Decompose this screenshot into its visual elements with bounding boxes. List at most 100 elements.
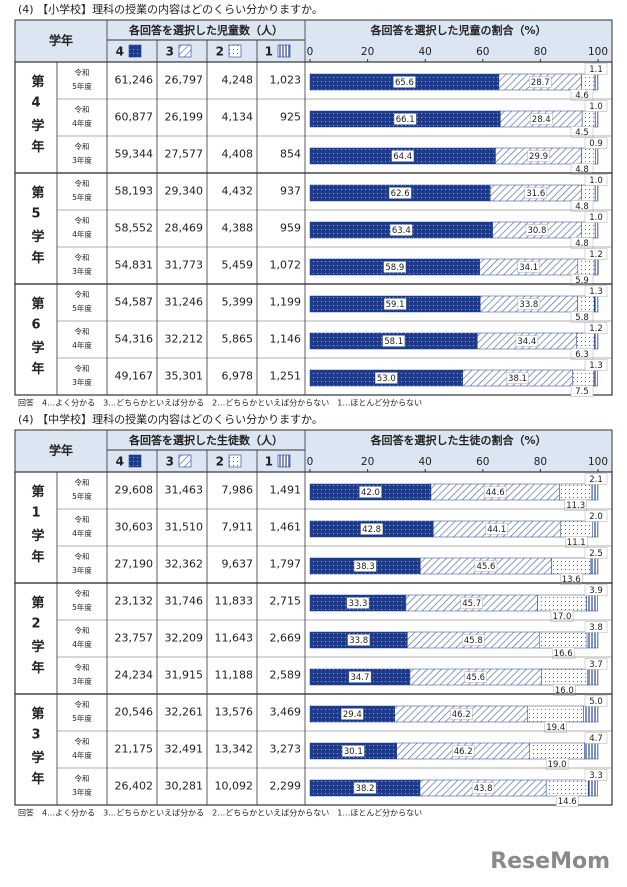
count: 959 <box>280 222 301 235</box>
label-box <box>584 100 608 112</box>
answer-label: 4 <box>116 45 124 59</box>
value-label: 38.2 <box>356 784 375 794</box>
value-label: 11.3 <box>566 501 585 511</box>
value-label: 1.0 <box>589 102 603 112</box>
count: 26,199 <box>165 111 204 124</box>
value-label: 64.4 <box>393 152 412 162</box>
year: 5年度 <box>72 602 92 612</box>
bar-segment <box>581 147 596 165</box>
bar-segment <box>572 369 595 387</box>
value-label: 34.1 <box>519 263 538 273</box>
count: 1,146 <box>270 333 302 346</box>
label-box <box>527 150 550 162</box>
section-title: (4) 【中学校】理科の授業の内容はどのくらい分かりますか。 <box>18 412 323 426</box>
count: 20,546 <box>115 706 154 719</box>
x-tick-label: 40 <box>419 46 432 58</box>
label-box <box>584 584 608 596</box>
footnote: 回答 4…よく分かる 3…どちらかといえば分かる 2…どちらかといえば分からない… <box>18 398 422 408</box>
value-label: 59.1 <box>386 300 405 310</box>
value-label: 45.6 <box>466 673 485 683</box>
count: 24,234 <box>115 669 154 682</box>
count: 4,248 <box>222 74 254 87</box>
label-box <box>342 745 365 757</box>
count: 28,469 <box>165 222 204 235</box>
bar-segment <box>595 147 599 165</box>
answer-swatch <box>128 44 142 58</box>
bar-segment <box>594 221 599 239</box>
count: 31,463 <box>165 484 204 497</box>
count: 13,342 <box>215 743 254 756</box>
label-box <box>584 322 608 334</box>
label-box <box>524 187 547 199</box>
label-box <box>347 634 370 646</box>
count: 5,865 <box>222 333 254 346</box>
x-tick-label: 60 <box>476 456 489 468</box>
header-grade: 学年 <box>49 33 73 48</box>
value-label: 4.8 <box>575 165 589 175</box>
bar-segment <box>576 332 595 350</box>
era: 令和 <box>75 289 90 299</box>
count: 29,608 <box>115 484 154 497</box>
grade-label: 第2学年 <box>29 595 45 682</box>
label-box <box>584 211 608 223</box>
value-label: 14.6 <box>558 797 577 807</box>
year: 4年度 <box>72 118 92 128</box>
value-label: 33.8 <box>349 636 368 646</box>
count: 925 <box>280 111 301 124</box>
value-label: 1.0 <box>589 213 603 223</box>
count: 4,388 <box>222 222 254 235</box>
count: 854 <box>280 148 301 161</box>
bar-segment <box>527 705 584 723</box>
label-box <box>570 237 594 249</box>
header-counts: 各回答を選択した生徒数（人） <box>128 433 283 447</box>
count: 23,132 <box>115 595 154 608</box>
year: 3年度 <box>72 787 92 797</box>
value-label: 4.8 <box>575 239 589 249</box>
count: 49,167 <box>115 370 154 383</box>
era: 令和 <box>75 588 90 598</box>
era: 令和 <box>75 252 90 262</box>
value-label: 63.4 <box>392 226 411 236</box>
grade-label: 第6学年 <box>29 296 45 383</box>
value-label: 53.0 <box>377 374 396 384</box>
era: 令和 <box>75 514 90 524</box>
era: 令和 <box>75 551 90 561</box>
count: 31,746 <box>165 595 204 608</box>
count: 11,643 <box>215 632 254 645</box>
value-label: 29.9 <box>529 152 548 162</box>
label-box <box>464 671 487 683</box>
value-label: 46.2 <box>454 747 473 757</box>
label-box <box>551 647 575 659</box>
label-box <box>584 547 608 559</box>
count: 26,797 <box>165 74 204 87</box>
answer-label: 3 <box>166 45 174 59</box>
answer-label: 3 <box>166 455 174 469</box>
value-label: 4.6 <box>575 91 589 101</box>
count: 2,669 <box>270 632 302 645</box>
answer-label: 4 <box>116 455 124 469</box>
count: 27,190 <box>115 558 154 571</box>
logo: ReseMom <box>490 849 610 874</box>
label-box <box>353 782 377 794</box>
label-box <box>570 385 594 397</box>
answer-label: 1 <box>265 45 273 59</box>
label-box <box>506 372 529 384</box>
value-label: 58.1 <box>384 337 403 347</box>
label-box <box>383 261 407 273</box>
value-label: 30.8 <box>527 226 546 236</box>
label-box <box>393 76 416 88</box>
bar-segment <box>577 258 596 276</box>
count: 3,273 <box>270 743 302 756</box>
bar-segment <box>541 668 588 686</box>
era: 令和 <box>75 104 90 114</box>
value-label: 19.4 <box>546 723 565 733</box>
label-box <box>450 708 473 720</box>
value-label: 1.2 <box>589 324 603 334</box>
bar-segment <box>581 110 596 128</box>
count: 29,340 <box>165 185 204 198</box>
count: 9,637 <box>222 558 254 571</box>
value-label: 65.6 <box>395 78 414 88</box>
x-tick-label: 60 <box>476 46 489 58</box>
value-label: 34.7 <box>350 673 369 683</box>
count: 1,491 <box>270 484 302 497</box>
